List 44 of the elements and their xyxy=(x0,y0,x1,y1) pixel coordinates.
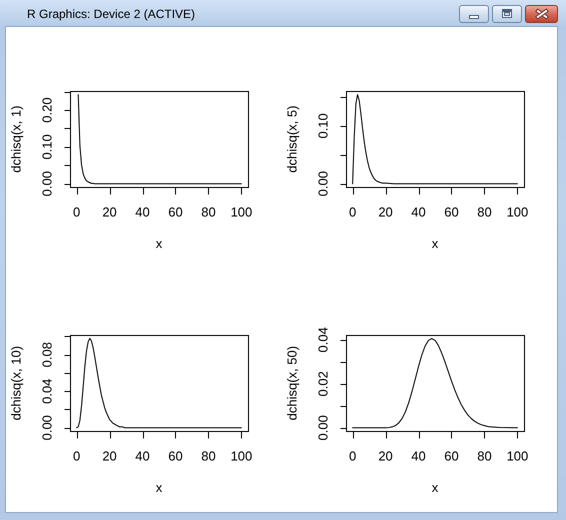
x-tick-label: 80 xyxy=(201,204,216,220)
x-tick-label: 40 xyxy=(411,448,426,464)
y-tick-label: 0.10 xyxy=(316,113,331,139)
y-axis-title: dchisq(x, 5) xyxy=(284,106,300,173)
y-tick-label: 0.04 xyxy=(316,327,331,352)
x-tick-label: 20 xyxy=(378,204,393,220)
x-axis-title: x xyxy=(156,236,163,251)
x-axis-title: x xyxy=(156,480,163,495)
y-axis-title: dchisq(x, 1) xyxy=(8,106,24,173)
x-tick-label: 40 xyxy=(135,204,150,220)
x-tick-label: 40 xyxy=(411,204,426,220)
x-tick-label: 0 xyxy=(72,448,80,464)
x-tick-label: 80 xyxy=(477,448,492,464)
x-tick-label: 80 xyxy=(477,204,492,220)
x-tick-label: 60 xyxy=(444,448,459,464)
y-axis-title: dchisq(x, 10) xyxy=(8,346,24,420)
y-tick-label: 0.10 xyxy=(40,134,55,160)
x-tick-label: 20 xyxy=(102,204,117,220)
x-tick-label: 20 xyxy=(102,448,117,464)
y-tick-label: 0.00 xyxy=(316,415,331,440)
x-axis-title: x xyxy=(432,480,439,495)
text: R Graphics: Device 2 (ACTIVE) xyxy=(27,7,196,21)
x-axis-title: x xyxy=(432,236,439,251)
y-tick-label: 0.00 xyxy=(316,171,331,196)
x-tick-label: 20 xyxy=(378,448,393,464)
y-tick-label: 0.04 xyxy=(40,378,55,404)
x-tick-label: 100 xyxy=(230,448,252,464)
y-tick-label: 0.02 xyxy=(316,371,331,396)
x-tick-label: 60 xyxy=(168,204,183,220)
y-tick-label: 0.00 xyxy=(40,415,55,440)
x-tick-label: 60 xyxy=(168,448,183,464)
y-tick-label: 0.20 xyxy=(40,97,55,123)
x-tick-label: 100 xyxy=(230,204,252,220)
x-tick-label: 80 xyxy=(201,448,216,464)
x-tick-label: 0 xyxy=(72,204,80,220)
x-tick-label: 100 xyxy=(506,204,528,220)
y-tick-label: 0.00 xyxy=(40,171,55,196)
x-tick-label: 0 xyxy=(348,448,356,464)
x-tick-label: 40 xyxy=(135,448,150,464)
x-tick-label: 60 xyxy=(444,204,459,220)
y-axis-title: dchisq(x, 50) xyxy=(284,346,300,420)
y-tick-label: 0.08 xyxy=(40,342,55,368)
x-tick-label: 0 xyxy=(348,204,356,220)
x-tick-label: 100 xyxy=(506,448,528,464)
